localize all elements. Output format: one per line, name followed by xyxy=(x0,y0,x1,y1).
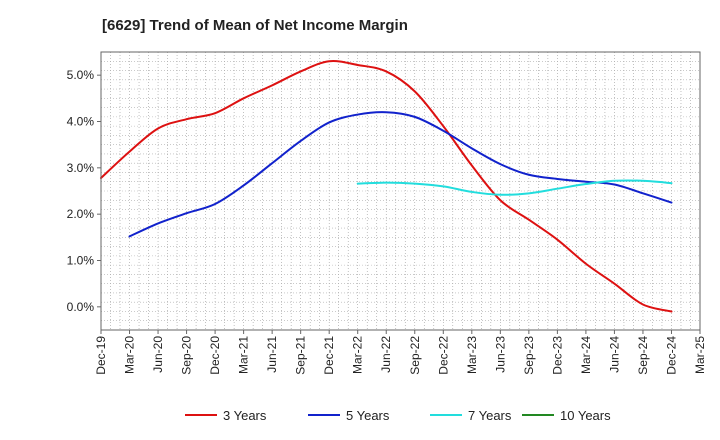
y-tick-label: 0.0% xyxy=(67,300,95,314)
x-tick-label: Jun-23 xyxy=(493,336,507,373)
plot-frame xyxy=(100,51,701,331)
series-line-3-years xyxy=(100,60,673,313)
legend: 3 Years 5 Years 7 Years 10 Years xyxy=(185,408,611,423)
x-tick-label: Mar-20 xyxy=(123,336,137,374)
legend-label: 3 Years xyxy=(223,408,267,423)
series-line-5-years xyxy=(128,111,673,238)
x-tick-label: Dec-20 xyxy=(208,336,222,375)
series-line-7-years xyxy=(356,179,673,196)
y-tick-label: 3.0% xyxy=(67,161,95,175)
y-tick-label: 4.0% xyxy=(67,115,95,129)
series-lines xyxy=(100,60,673,313)
x-tick-label: Mar-21 xyxy=(237,336,251,374)
x-tick-label: Sep-24 xyxy=(636,336,650,375)
y-tick-label: 5.0% xyxy=(67,68,95,82)
legend-label: 5 Years xyxy=(346,408,390,423)
y-tick-label: 1.0% xyxy=(67,254,95,268)
x-tick-label: Dec-19 xyxy=(94,336,108,375)
x-axis-ticks: Dec-19 Mar-20 Jun-20 Sep-20 Dec-20 Mar-21 Jun-… xyxy=(94,330,707,375)
x-tick-label: Mar-23 xyxy=(465,336,479,374)
y-tick-label: 2.0% xyxy=(67,207,95,221)
y-axis-ticks: 0.0% 1.0% 2.0% 3.0% 4.0% 5.0% xyxy=(67,68,101,314)
x-tick-label: Dec-21 xyxy=(322,336,336,375)
x-tick-label: Dec-24 xyxy=(664,336,678,375)
x-tick-label: Sep-20 xyxy=(180,336,194,375)
legend-label: 7 Years xyxy=(468,408,512,423)
chart-title: [6629] Trend of Mean of Net Income Margi… xyxy=(102,17,408,34)
x-tick-label: Mar-22 xyxy=(351,336,365,374)
x-tick-label: Sep-23 xyxy=(522,336,536,375)
x-tick-label: Dec-23 xyxy=(550,336,564,375)
x-tick-label: Sep-22 xyxy=(408,336,422,375)
x-tick-label: Jun-21 xyxy=(265,336,279,373)
grid xyxy=(101,52,700,330)
x-tick-label: Dec-22 xyxy=(436,336,450,375)
x-tick-label: Mar-25 xyxy=(693,336,707,374)
x-tick-label: Jun-22 xyxy=(379,336,393,373)
x-tick-label: Mar-24 xyxy=(579,336,593,374)
x-tick-label: Jun-20 xyxy=(151,336,165,373)
x-tick-label: Jun-24 xyxy=(607,336,621,373)
x-tick-label: Sep-21 xyxy=(294,336,308,375)
legend-label: 10 Years xyxy=(560,408,611,423)
